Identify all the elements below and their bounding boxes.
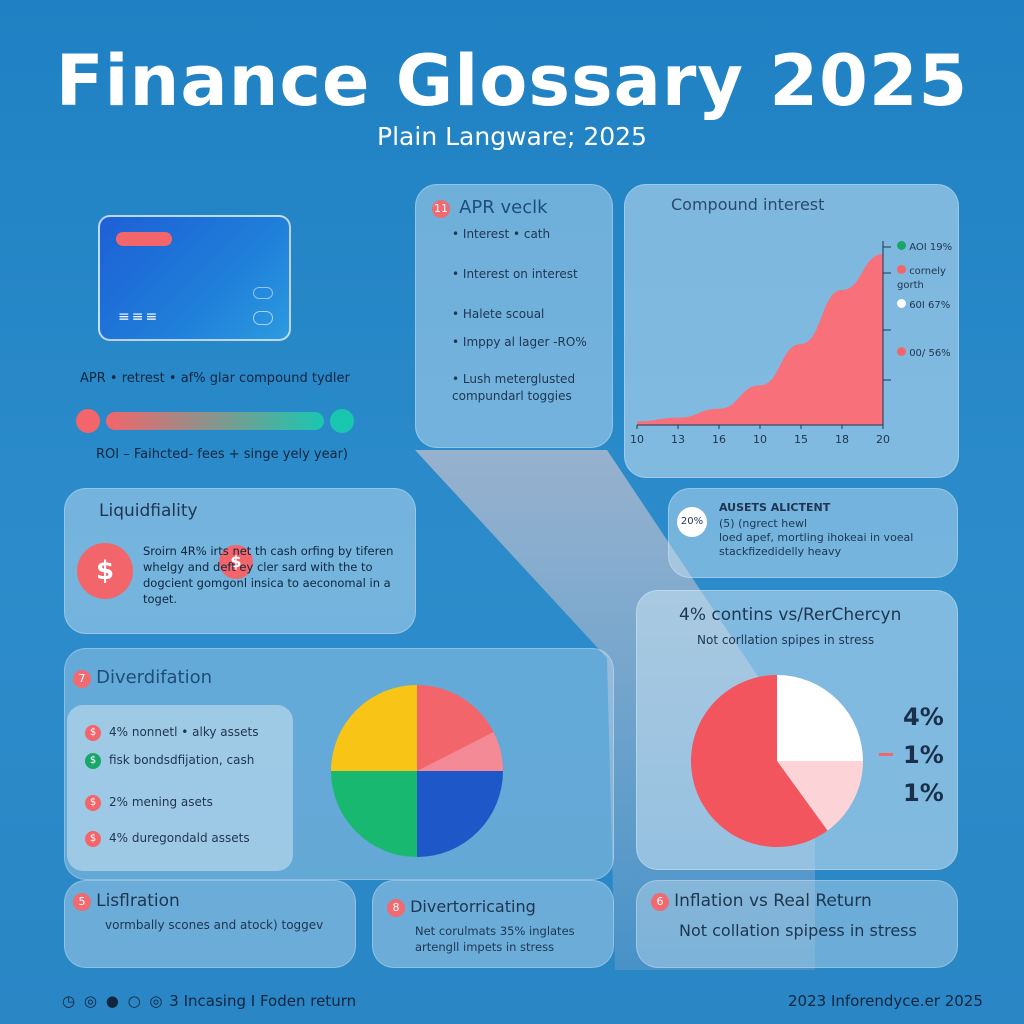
compound-interest-chart: 10 13 16 10 15 18 20 <box>630 241 891 446</box>
inflation-return-subtitle: Not collation spipess in stress <box>679 921 917 940</box>
diversification-badge: 7 <box>73 669 91 688</box>
legend-item: 60I 67% <box>897 299 957 347</box>
page-title: Finance Glossary 2025 <box>55 40 969 122</box>
legend-item: 00/ 56% <box>897 347 957 361</box>
diversification-item: fisk bondsdfijation, cash <box>109 753 255 767</box>
page-subtitle: Plain Langware; 2025 <box>377 122 647 151</box>
legend-item: cornely gorth <box>897 265 946 291</box>
x-tick-label: 16 <box>712 433 726 446</box>
x-tick-label: 13 <box>671 433 685 446</box>
liquidity-title: Liquidfiality <box>99 501 198 521</box>
liquidity-text: Sroirn 4R% irts net th cash orfing by ti… <box>143 544 394 606</box>
credit-card-graphic: ≡≡≡ <box>98 215 291 341</box>
apr-item: • Imppy al lager -RO% <box>452 335 587 349</box>
x-tick-label: 10 <box>630 433 644 446</box>
compound-title: Compound interest <box>671 195 825 214</box>
x-tick-label: 20 <box>876 433 890 446</box>
diversification-item: 2% mening asets <box>109 795 213 809</box>
diversification-title: Diverdifation <box>96 667 213 688</box>
slider-left-dot <box>76 409 100 433</box>
diversification-slice <box>417 771 503 857</box>
inflation-return-title: Inflation vs Real Return <box>674 891 872 911</box>
apr-panel: 11 APR veclk • Interest • cath • Interes… <box>415 184 613 448</box>
inflation-badge: 6 <box>651 892 669 911</box>
diversification-slice <box>331 771 417 857</box>
inflation-pie-chart <box>691 675 863 847</box>
liquidity-panel: Liquidfiality $ $ Sroirn 4R% irts net th… <box>64 488 416 634</box>
assets-line: loed apef, mortling ihokeai in voeal <box>719 531 914 544</box>
legend-item: AOI 19% <box>897 241 957 265</box>
assets-line: stackfizedidelly heavy <box>719 545 842 558</box>
dollar-icon: $ <box>77 543 133 599</box>
divertor-title: Divertorricating <box>410 897 536 916</box>
slider-right-dot <box>330 409 354 433</box>
divertor-panel: 8 Divertorricating Net corulmats 35% ing… <box>372 880 614 968</box>
lisflation-badge: 5 <box>73 892 91 911</box>
diversification-item: 4% nonnetl • alky assets <box>109 725 259 739</box>
x-tick-label: 15 <box>794 433 808 446</box>
apr-badge: 11 <box>432 199 450 218</box>
inflation-slice <box>777 675 863 761</box>
diversification-pie-chart <box>331 685 503 857</box>
diversification-item: 4% duregondald assets <box>109 831 250 845</box>
dollar-icon: $ <box>85 753 101 769</box>
lisflation-title: Lisflration <box>96 891 180 911</box>
inflation-slice <box>691 675 828 847</box>
assets-panel: 20% AUSETS ALICTENT (5) (ngrect hewl loe… <box>668 488 958 578</box>
apr-item: • Halete scoual <box>452 307 545 321</box>
diversification-slice <box>331 685 417 771</box>
footer-icons: ◷ ◎ ● ○ ◎ <box>62 992 165 1010</box>
diversification-panel: 7 Diverdifation $ 4% nonnetl • alky asse… <box>64 648 614 880</box>
legend-swatch <box>897 241 906 250</box>
apr-definition: APR • retrest • af% glar compound tydler <box>80 371 350 386</box>
apr-item: • Interest on interest <box>452 267 578 281</box>
assets-title: AUSETS ALICTENT <box>719 501 831 514</box>
pie-label: 4% <box>903 703 944 731</box>
roi-gradient-bar <box>76 408 356 434</box>
apr-title: APR veclk <box>459 197 548 218</box>
diversification-list: $ 4% nonnetl • alky assets $ fisk bondsd… <box>67 705 293 871</box>
assets-badge: 20% <box>677 507 707 537</box>
pie-label-dash <box>879 753 893 756</box>
x-tick-label: 18 <box>835 433 849 446</box>
compound-interest-panel: Compound interest 10 13 16 10 15 18 20 AOI 19%… <box>624 184 959 478</box>
roi-definition: ROI – Faihcted- fees + singe yely year) <box>96 447 348 462</box>
x-tick-label: 10 <box>753 433 767 446</box>
divertor-badge: 8 <box>387 898 405 917</box>
dollar-icon: $ <box>85 795 101 811</box>
dollar-icon: $ <box>219 545 253 579</box>
card-logo-icon <box>253 311 273 325</box>
inflation-return-panel: 6 Inflation vs Real Return Not collation… <box>636 880 958 968</box>
assets-line: (5) (ngrect hewl <box>719 517 808 530</box>
inflation-chart-subtitle: Not corllation spipes in stress <box>697 633 875 647</box>
dollar-icon: $ <box>85 831 101 847</box>
inflation-slice <box>777 761 863 831</box>
card-chip-icon <box>253 287 273 299</box>
pie-label: 1% <box>903 779 944 807</box>
compound-legend: AOI 19% cornely gorth 60I 67% 00/ 56% <box>897 241 957 361</box>
inflation-chart-panel: 4% contins vs/RerChercyn Not corllation … <box>636 590 958 870</box>
card-stripe <box>116 232 172 246</box>
lisflation-text: vormbally scones and atock) toggev <box>105 918 324 932</box>
diversification-slice <box>417 731 503 771</box>
footer-right: 2023 Inforendyce.er 2025 <box>788 992 983 1010</box>
inflation-chart-title: 4% contins vs/RerChercyn <box>679 605 902 625</box>
dollar-icon: $ <box>85 725 101 741</box>
slider-track <box>106 412 324 430</box>
apr-item: • Interest • cath <box>452 227 551 241</box>
card-number-dashes: ≡≡≡ <box>118 309 160 325</box>
compound-area-series <box>637 254 883 425</box>
apr-item: • Lush meterglusted compundarl toggies <box>452 372 576 403</box>
divertor-text: Net corulmats 35% inglates artengll impe… <box>415 924 575 954</box>
lisflation-panel: 5 Lisflration vormbally scones and atock… <box>64 880 356 968</box>
footer-left: ◷ ◎ ● ○ ◎ 3 Incasing I Foden return <box>62 992 357 1010</box>
pie-label: 1% <box>903 741 944 769</box>
